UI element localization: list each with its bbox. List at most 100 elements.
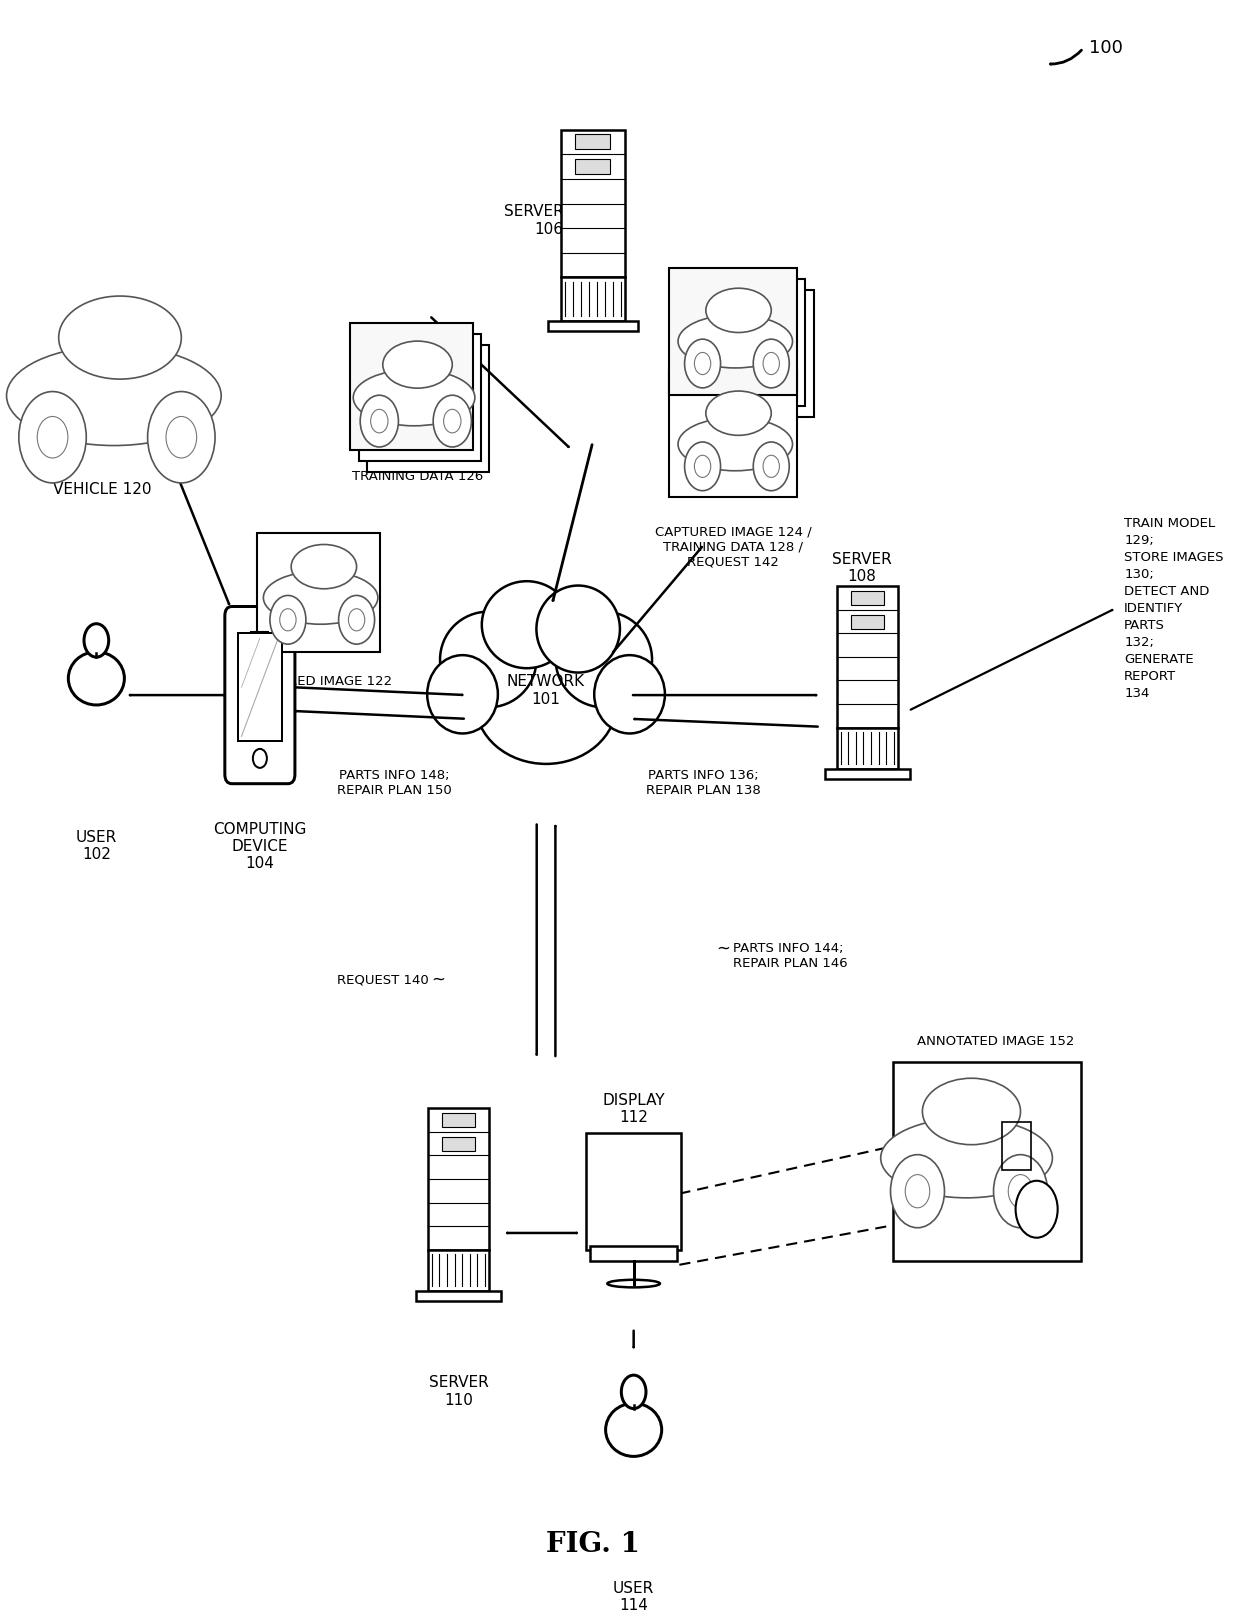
Circle shape bbox=[19, 391, 87, 483]
Text: DISPLAY
112: DISPLAY 112 bbox=[603, 1093, 665, 1126]
Circle shape bbox=[166, 417, 197, 457]
Ellipse shape bbox=[880, 1118, 1053, 1197]
Text: CAPTURED IMAGE 124 /
TRAINING DATA 128 /
REQUEST 142: CAPTURED IMAGE 124 / TRAINING DATA 128 /… bbox=[655, 526, 811, 569]
Ellipse shape bbox=[440, 611, 537, 707]
Circle shape bbox=[280, 608, 296, 631]
FancyBboxPatch shape bbox=[677, 279, 805, 406]
Text: PARTS INFO 136;
REPAIR PLAN 138: PARTS INFO 136; REPAIR PLAN 138 bbox=[646, 769, 761, 798]
Circle shape bbox=[763, 456, 780, 477]
Text: FIG. 1: FIG. 1 bbox=[546, 1531, 640, 1559]
Ellipse shape bbox=[383, 341, 453, 388]
Text: 100: 100 bbox=[1089, 39, 1123, 57]
Circle shape bbox=[684, 339, 720, 388]
Circle shape bbox=[753, 441, 789, 491]
FancyBboxPatch shape bbox=[587, 1134, 681, 1251]
FancyBboxPatch shape bbox=[825, 769, 910, 779]
FancyBboxPatch shape bbox=[415, 1291, 501, 1301]
Text: TRAIN MODEL
129;
STORE IMAGES
130;
DETECT AND
IDENTIFY
PARTS
132;
GENERATE
REPOR: TRAIN MODEL 129; STORE IMAGES 130; DETEC… bbox=[1125, 516, 1224, 699]
Circle shape bbox=[371, 409, 388, 433]
Circle shape bbox=[339, 595, 374, 644]
Ellipse shape bbox=[353, 370, 475, 427]
FancyBboxPatch shape bbox=[441, 1113, 475, 1127]
FancyBboxPatch shape bbox=[837, 728, 898, 769]
Ellipse shape bbox=[482, 581, 572, 668]
Ellipse shape bbox=[428, 655, 498, 733]
FancyBboxPatch shape bbox=[590, 1246, 677, 1260]
Circle shape bbox=[763, 352, 780, 375]
Circle shape bbox=[753, 339, 789, 388]
Circle shape bbox=[1008, 1174, 1033, 1208]
Ellipse shape bbox=[475, 642, 616, 764]
Text: ANNOTATED IMAGE 152: ANNOTATED IMAGE 152 bbox=[918, 1035, 1074, 1048]
Text: CAPTURED IMAGE 122: CAPTURED IMAGE 122 bbox=[244, 675, 392, 688]
FancyBboxPatch shape bbox=[428, 1108, 489, 1249]
FancyBboxPatch shape bbox=[428, 1249, 489, 1291]
Text: SERVER
106: SERVER 106 bbox=[503, 204, 563, 237]
FancyBboxPatch shape bbox=[668, 268, 797, 394]
Text: USER
114: USER 114 bbox=[613, 1581, 655, 1614]
Ellipse shape bbox=[605, 1403, 662, 1457]
Ellipse shape bbox=[291, 545, 357, 589]
Ellipse shape bbox=[556, 611, 652, 707]
Ellipse shape bbox=[923, 1079, 1021, 1145]
FancyBboxPatch shape bbox=[257, 534, 379, 652]
Text: ~: ~ bbox=[432, 972, 445, 989]
FancyBboxPatch shape bbox=[560, 277, 625, 321]
FancyBboxPatch shape bbox=[837, 586, 898, 728]
FancyBboxPatch shape bbox=[367, 345, 490, 472]
Circle shape bbox=[1016, 1181, 1058, 1238]
Text: ~: ~ bbox=[717, 939, 730, 957]
Text: REQUEST 140: REQUEST 140 bbox=[337, 973, 429, 986]
Circle shape bbox=[84, 624, 109, 657]
FancyBboxPatch shape bbox=[548, 321, 637, 331]
FancyBboxPatch shape bbox=[351, 323, 472, 449]
Ellipse shape bbox=[537, 586, 620, 673]
Circle shape bbox=[360, 396, 398, 448]
FancyBboxPatch shape bbox=[668, 371, 797, 498]
Circle shape bbox=[433, 396, 471, 448]
Circle shape bbox=[684, 441, 720, 491]
Circle shape bbox=[148, 391, 215, 483]
FancyBboxPatch shape bbox=[851, 590, 884, 605]
Circle shape bbox=[890, 1155, 945, 1228]
Circle shape bbox=[993, 1155, 1048, 1228]
FancyBboxPatch shape bbox=[441, 1137, 475, 1150]
Text: VEHICLE 120: VEHICLE 120 bbox=[53, 482, 151, 496]
Ellipse shape bbox=[706, 289, 771, 333]
Ellipse shape bbox=[58, 297, 181, 380]
Circle shape bbox=[270, 595, 306, 644]
FancyBboxPatch shape bbox=[893, 1062, 1081, 1262]
Ellipse shape bbox=[608, 1280, 660, 1288]
Text: SERVER
108: SERVER 108 bbox=[832, 551, 892, 584]
FancyBboxPatch shape bbox=[575, 135, 610, 149]
FancyBboxPatch shape bbox=[224, 607, 295, 783]
Ellipse shape bbox=[678, 417, 792, 470]
Text: TRAINING DATA 126: TRAINING DATA 126 bbox=[352, 470, 484, 483]
Circle shape bbox=[905, 1174, 930, 1208]
Text: NETWORK
101: NETWORK 101 bbox=[507, 675, 585, 707]
Text: SERVER
110: SERVER 110 bbox=[429, 1375, 489, 1408]
Ellipse shape bbox=[68, 652, 124, 706]
Circle shape bbox=[348, 608, 365, 631]
Circle shape bbox=[37, 417, 68, 457]
Text: PARTS INFO 148;
REPAIR PLAN 150: PARTS INFO 148; REPAIR PLAN 150 bbox=[337, 769, 451, 798]
FancyBboxPatch shape bbox=[560, 130, 625, 277]
Circle shape bbox=[694, 456, 711, 477]
FancyBboxPatch shape bbox=[238, 634, 281, 741]
Ellipse shape bbox=[263, 571, 378, 624]
Ellipse shape bbox=[594, 655, 665, 733]
Circle shape bbox=[694, 352, 711, 375]
Ellipse shape bbox=[678, 315, 792, 368]
Text: USER
102: USER 102 bbox=[76, 829, 117, 861]
FancyBboxPatch shape bbox=[575, 159, 610, 174]
Circle shape bbox=[253, 749, 267, 767]
Circle shape bbox=[444, 409, 461, 433]
FancyBboxPatch shape bbox=[851, 615, 884, 629]
Text: PARTS INFO 144;
REPAIR PLAN 146: PARTS INFO 144; REPAIR PLAN 146 bbox=[733, 942, 848, 970]
Circle shape bbox=[621, 1375, 646, 1408]
Ellipse shape bbox=[706, 391, 771, 435]
Text: COMPUTING
DEVICE
104: COMPUTING DEVICE 104 bbox=[213, 822, 306, 871]
FancyBboxPatch shape bbox=[358, 334, 481, 461]
Ellipse shape bbox=[6, 345, 221, 446]
FancyBboxPatch shape bbox=[684, 290, 813, 417]
